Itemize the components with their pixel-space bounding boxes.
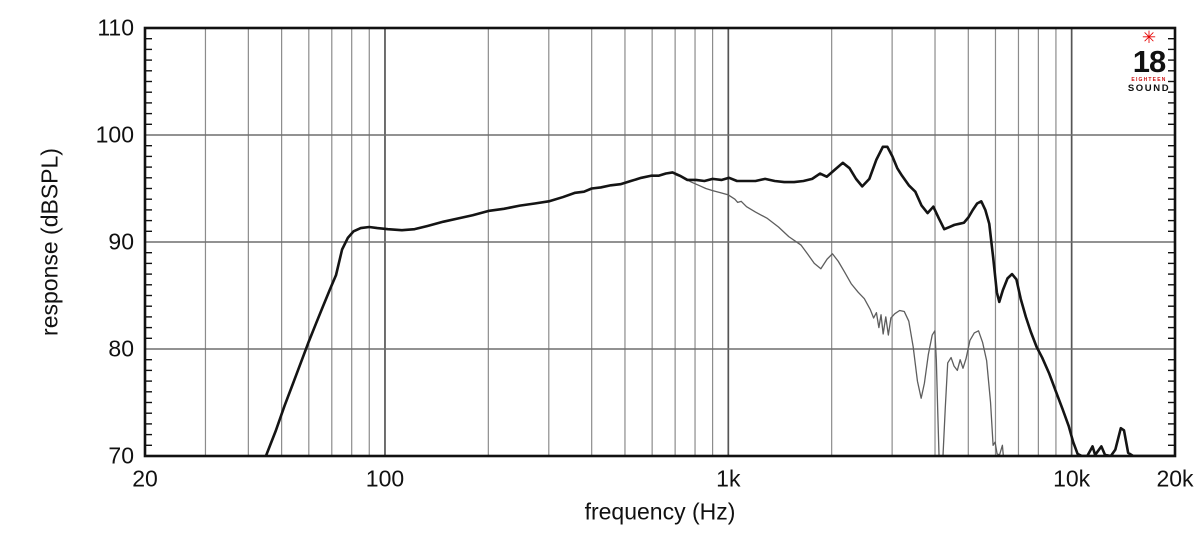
y-tick-label-100: 100 [95, 121, 134, 148]
x-tick-label-10k: 10k [1053, 465, 1091, 492]
response-curve-thin-gray-curve [674, 173, 1004, 456]
plot-border [143, 26, 1177, 458]
x-tick-label-20: 20 [132, 465, 158, 492]
x-tick-label-20k: 20k [1156, 465, 1194, 492]
y-tick-label-80: 80 [108, 335, 134, 362]
logo-sound-text: SOUND [1127, 83, 1171, 95]
logo-number: 18 [1132, 44, 1166, 79]
y-tick-label-90: 90 [108, 228, 134, 255]
logo-eighteen-text: EIGHTEEN [1131, 77, 1167, 84]
logo-star-icon: ✳ [1141, 28, 1157, 47]
response-curve-thick-black-curve [264, 145, 1175, 456]
y-tick-label-110: 110 [97, 14, 134, 41]
x-axis-title: frequency (Hz) [584, 498, 736, 525]
y-axis-title: response (dBSPL) [36, 148, 63, 336]
y-tick-label-70: 70 [108, 442, 134, 469]
x-tick-label-1k: 1k [716, 465, 741, 492]
x-tick-label-100: 100 [365, 465, 405, 492]
eighteen-sound-logo: ✳ 18 EIGHTEEN SOUND [1126, 29, 1172, 94]
